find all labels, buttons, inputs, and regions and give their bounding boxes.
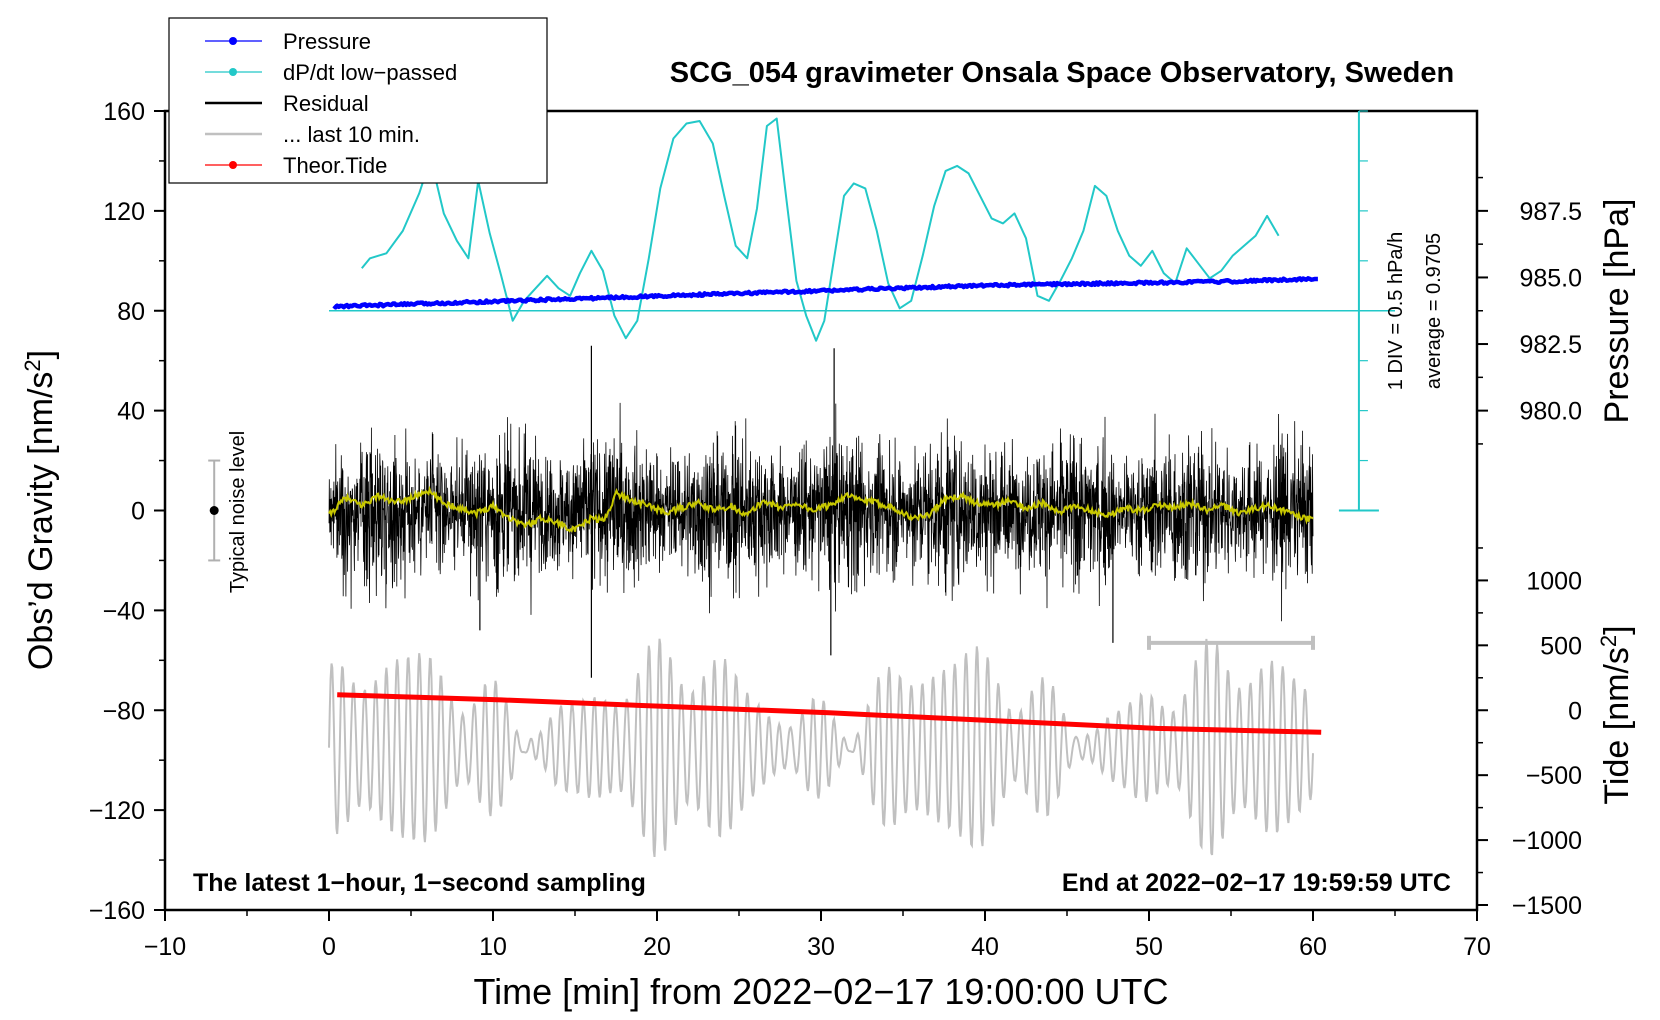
legend: Pressure dP/dt low−passed Residual ... last… bbox=[168, 17, 548, 184]
y-tick-label: 80 bbox=[117, 298, 145, 326]
y-axis-label-left: Obs’d Gravity [nm/s2] bbox=[20, 350, 60, 670]
dpdt-average-label: average = 0.9705 bbox=[1423, 233, 1445, 389]
y-axis-label-tide-main: Tide [nm/s bbox=[1598, 647, 1636, 804]
y-tick-label: −160 bbox=[89, 897, 145, 925]
series-dpdt-line bbox=[361, 117, 1280, 342]
pressure-tick-label: 985.0 bbox=[1519, 264, 1582, 292]
noise-level-label: Typical noise level bbox=[227, 431, 249, 593]
tide-tick-label: 0 bbox=[1568, 697, 1582, 725]
x-tick-label: 30 bbox=[807, 933, 835, 961]
x-axis-label: Time [min] from 2022−02−17 19:00:00 UTC bbox=[473, 971, 1168, 1012]
tide-tick-label: −500 bbox=[1526, 762, 1582, 790]
noise-bar-dot bbox=[209, 506, 219, 515]
y-tick-label: −120 bbox=[89, 797, 145, 825]
tide-tick-label: −1000 bbox=[1512, 827, 1582, 855]
series-residual-smoothed-line bbox=[328, 485, 1314, 533]
legend-label-3: ... last 10 min. bbox=[283, 122, 420, 147]
x-tick-label: 50 bbox=[1135, 933, 1163, 961]
annotation-left: The latest 1−hour, 1−second sampling bbox=[193, 869, 646, 897]
x-tick-label: 20 bbox=[643, 933, 671, 961]
legend-label-2: Residual bbox=[283, 91, 369, 116]
y-tick-label: −40 bbox=[103, 597, 145, 625]
legend-label-0: Pressure bbox=[283, 29, 371, 54]
x-tick-label: −10 bbox=[144, 933, 186, 961]
series-last-10-min-line bbox=[328, 638, 1314, 858]
y-axis-label-tide-sup: 2 bbox=[1596, 635, 1621, 647]
y-axis-label-left-sup: 2 bbox=[20, 359, 45, 371]
x-tick-label: 60 bbox=[1299, 933, 1327, 961]
tick-labels: −10 0 10 20 30 40 50 60 70 −160 −120 −80 −40 0 40 80 120… bbox=[89, 98, 1582, 961]
x-tick-label: 40 bbox=[971, 933, 999, 961]
pressure-tick-label: 982.5 bbox=[1519, 331, 1582, 359]
y-axis-label-pressure: Pressure [hPa] bbox=[1598, 199, 1636, 424]
dpdt-division-label: 1 DIV = 0.5 hPa/h bbox=[1385, 232, 1407, 390]
tide-tick-label: −1500 bbox=[1512, 892, 1582, 920]
legend-label-1: dP/dt low−passed bbox=[283, 60, 457, 85]
legend-label-4: Theor.Tide bbox=[283, 153, 387, 178]
legend-box bbox=[168, 17, 548, 184]
legend-marker-1 bbox=[229, 68, 237, 76]
axis-ticks bbox=[154, 110, 1488, 921]
y-tick-label: −80 bbox=[103, 697, 145, 725]
series-pressure-line bbox=[332, 276, 1319, 310]
series-residual-line bbox=[328, 402, 1314, 622]
tide-tick-label: 1000 bbox=[1526, 567, 1582, 595]
legend-marker-0 bbox=[229, 37, 237, 45]
legend-marker-4 bbox=[229, 161, 237, 169]
y-axis-label-left-main: Obs’d Gravity [nm/s bbox=[22, 372, 60, 671]
pressure-tick-label: 980.0 bbox=[1519, 398, 1582, 426]
y-tick-label: 120 bbox=[103, 198, 145, 226]
x-tick-label: 0 bbox=[322, 933, 336, 961]
y-axis-label-left-close: ] bbox=[22, 350, 60, 359]
y-axis-label-tide-close: ] bbox=[1598, 625, 1636, 634]
y-axis-label-tide: Tide [nm/s2] bbox=[1596, 625, 1636, 804]
tide-tick-label: 500 bbox=[1540, 632, 1582, 660]
y-tick-label: 160 bbox=[103, 98, 145, 126]
x-tick-label: 70 bbox=[1463, 933, 1491, 961]
y-tick-label: 0 bbox=[131, 498, 145, 526]
annotation-right: End at 2022−02−17 19:59:59 UTC bbox=[1062, 869, 1451, 897]
pressure-tick-label: 987.5 bbox=[1519, 198, 1582, 226]
x-tick-label: 10 bbox=[479, 933, 507, 961]
series-theoretical-tide-line bbox=[337, 692, 1322, 735]
y-tick-label: 40 bbox=[117, 398, 145, 426]
series-layer bbox=[208, 110, 1395, 858]
chart-title: SCG_054 gravimeter Onsala Space Observat… bbox=[670, 57, 1454, 89]
